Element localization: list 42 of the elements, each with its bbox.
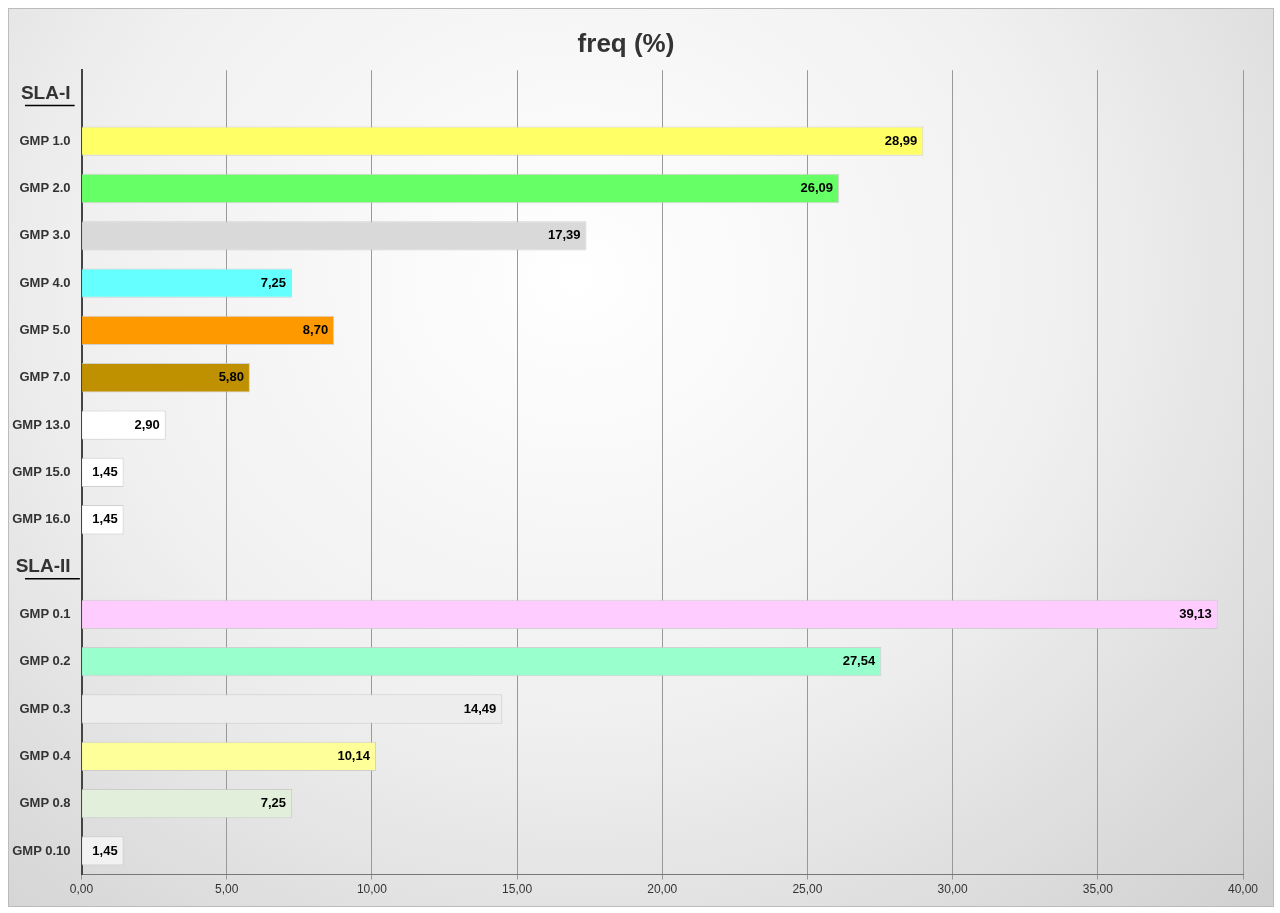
y-tick-label: GMP 0.3	[19, 700, 71, 716]
data-label: 7,25	[260, 795, 287, 811]
y-tick-label: GMP 4.0	[19, 274, 71, 290]
y-tick-label: GMP 13.0	[12, 416, 71, 432]
y-tick-label: SLA-II	[15, 555, 71, 577]
x-tick-label: 10,00	[356, 882, 388, 897]
y-tick-label: GMP 16.0	[12, 511, 71, 527]
x-tick-label: 0,00	[69, 882, 94, 897]
chart-title: freq (%)	[577, 27, 675, 58]
x-tick-label: 5,00	[215, 882, 239, 897]
y-tick-label: GMP 2.0	[19, 180, 71, 196]
y-tick-label: GMP 5.0	[19, 322, 71, 338]
y-tick-label: GMP 0.4	[19, 747, 72, 763]
x-tick-label: 35,00	[1082, 882, 1114, 897]
data-label: 8,70	[302, 322, 329, 338]
data-label: 28,99	[884, 132, 918, 148]
data-label: 17,39	[547, 227, 581, 243]
data-label: 7,25	[260, 274, 287, 290]
data-label: 26,09	[800, 180, 834, 196]
data-label: 1,45	[92, 511, 118, 527]
y-tick-label: SLA-I	[20, 82, 71, 104]
data-label: 10,14	[337, 747, 371, 763]
data-label: 5,80	[218, 369, 244, 385]
y-tick-label: GMP 7.0	[19, 369, 71, 385]
x-tick-label: 25,00	[792, 882, 823, 897]
y-tick-label: GMP 0.8	[19, 795, 71, 811]
data-label: 1,45	[92, 842, 118, 858]
y-tick-label: GMP 15.0	[12, 463, 71, 479]
x-tick-label: 15,00	[502, 882, 533, 897]
data-label: 39,13	[1179, 605, 1212, 621]
x-tick-label: 30,00	[937, 882, 968, 897]
y-tick-label: GMP 1.0	[19, 132, 71, 148]
y-tick-label: GMP 0.2	[19, 653, 71, 669]
y-tick-label: GMP 0.1	[19, 605, 71, 621]
y-tick-label: GMP 3.0	[19, 227, 71, 243]
x-tick-label: 40,00	[1227, 882, 1259, 897]
data-label: 1,45	[92, 463, 118, 479]
data-label: 2,90	[134, 416, 160, 432]
data-label: 14,49	[463, 700, 497, 716]
y-tick-label: GMP 0.10	[12, 842, 71, 858]
data-label: 27,54	[842, 653, 876, 669]
x-tick-label: 20,00	[647, 882, 678, 897]
